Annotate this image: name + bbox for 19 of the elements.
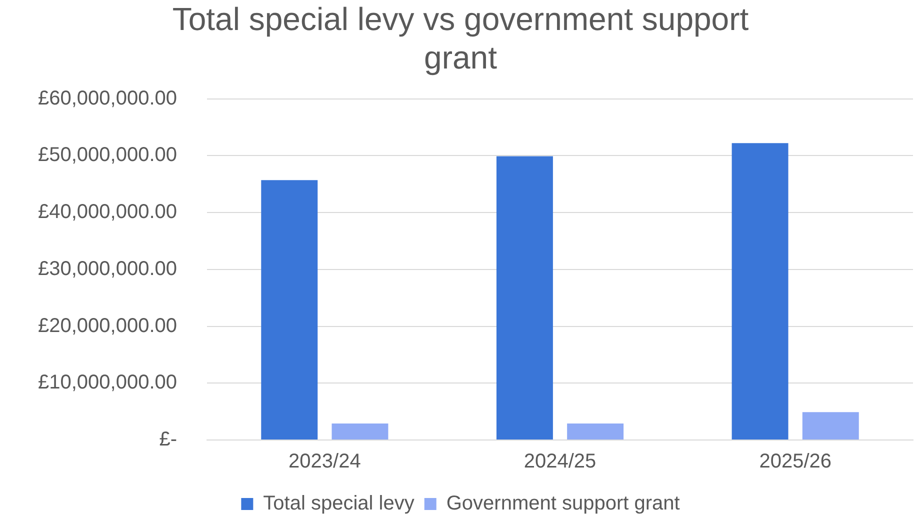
y-tick-label: £40,000,000.00 xyxy=(38,201,178,224)
legend-label: Total special levy xyxy=(263,492,414,515)
y-tick-label: £10,000,000.00 xyxy=(38,372,178,394)
bar xyxy=(732,143,788,440)
y-tick-label: £20,000,000.00 xyxy=(38,314,178,337)
y-tick-label: £- xyxy=(159,428,178,451)
y-tick-label: £50,000,000.00 xyxy=(38,144,178,166)
bar xyxy=(567,424,624,440)
legend-label: Government support grant xyxy=(446,492,680,515)
y-tick-label: £30,000,000.00 xyxy=(38,258,178,280)
bar xyxy=(802,412,859,440)
x-tick-label: 2024/25 xyxy=(524,450,596,473)
bar xyxy=(496,156,553,440)
bar xyxy=(261,180,318,440)
y-tick-label: £60,000,000.00 xyxy=(38,87,178,110)
x-tick-label: 2025/26 xyxy=(759,450,832,473)
bar xyxy=(332,424,388,440)
x-tick-label: 2023/24 xyxy=(288,450,361,473)
chart-title: Total special levy vs government support grant xyxy=(172,1,749,76)
